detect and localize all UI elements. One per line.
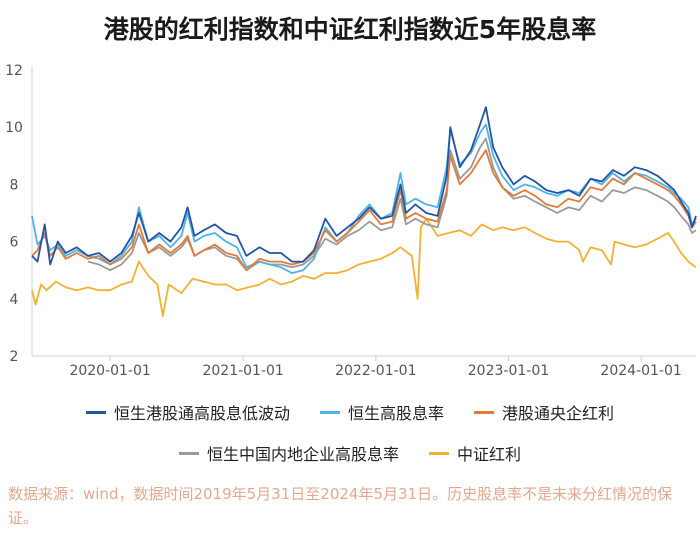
x-tick-label: 2021-01-01 — [202, 363, 283, 379]
source-note: 数据来源：wind，数据时间2019年5月31日至2024年5月31日。历史股息… — [8, 485, 673, 527]
legend-label: 港股通央企红利 — [502, 404, 615, 423]
y-tick-label: 12 — [5, 63, 23, 79]
series-line-3 — [87, 137, 697, 272]
line-chart: 12 10 8 6 4 2 2020-01-01 2021-01-01 2022-01-01 20… — [5, 63, 697, 379]
legend-item: 港股通央企红利 — [474, 400, 614, 424]
legend-item: 恒生高股息率 — [319, 400, 444, 424]
legend-swatch — [178, 451, 199, 455]
y-tick-label: 2 — [10, 349, 19, 365]
series-line-2 — [31, 149, 697, 272]
legend-label: 中证红利 — [457, 445, 522, 464]
legend-item: 中证红利 — [429, 441, 521, 465]
x-tick-label: 2020-01-01 — [69, 363, 150, 379]
chart-title: 港股的红利指数和中证红利指数近5年股息率 — [103, 15, 597, 44]
series-line-4 — [31, 217, 697, 317]
legend-item: 恒生港股通高股息低波动 — [85, 400, 290, 424]
x-tick-label: 2022-01-01 — [335, 363, 416, 379]
y-tick-label: 6 — [10, 235, 19, 251]
y-tick-label: 4 — [10, 292, 19, 308]
chart-legend: 恒生港股通高股息低波动 恒生高股息率 港股通央企红利恒生中国内地企业高股息率 中证红利 — [0, 400, 700, 482]
x-tick-label: 2024-01-01 — [600, 363, 681, 379]
legend-label: 恒生高股息率 — [347, 404, 444, 423]
legend-swatch — [319, 410, 340, 414]
legend-item: 恒生中国内地企业高股息率 — [178, 441, 399, 465]
legend-row: 恒生中国内地企业高股息率 中证红利 — [0, 441, 700, 465]
x-tick-label: 2023-01-01 — [468, 363, 549, 379]
series-line-0 — [31, 106, 697, 266]
y-tick-label: 10 — [5, 120, 23, 136]
legend-label: 恒生中国内地企业高股息率 — [206, 445, 399, 464]
legend-swatch — [474, 410, 494, 414]
legend-swatch — [429, 451, 449, 455]
legend-row: 恒生港股通高股息低波动 恒生高股息率 港股通央企红利 — [0, 400, 700, 424]
legend-label: 恒生港股通高股息低波动 — [113, 404, 290, 423]
legend-swatch — [85, 410, 106, 414]
y-tick-label: 8 — [10, 177, 19, 193]
